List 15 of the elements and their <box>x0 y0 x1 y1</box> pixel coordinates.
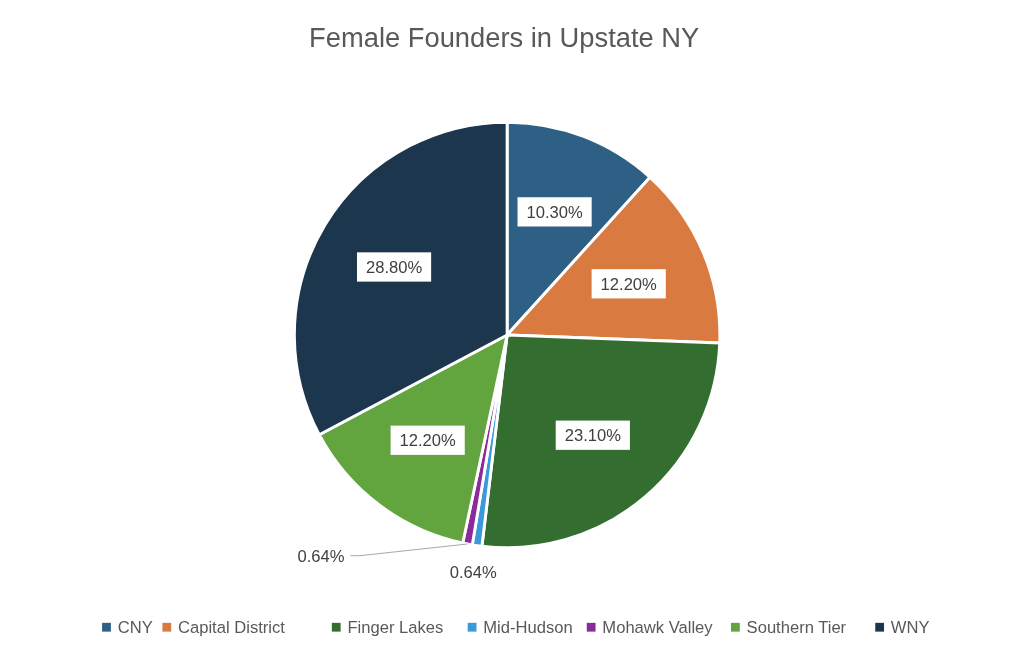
legend-label: CNY <box>117 617 153 637</box>
legend-label: WNY <box>890 617 930 637</box>
legend-label: Finger Lakes <box>347 617 444 637</box>
chart-title: Female Founders in Upstate NY <box>309 22 700 54</box>
data-label: 23.10% <box>564 426 622 446</box>
data-label: 0.64% <box>449 563 497 583</box>
legend-label: Southern Tier <box>746 617 847 637</box>
data-label: 10.30% <box>526 202 583 222</box>
legend-label: Mohawk Valley <box>602 617 714 637</box>
data-label: 28.80% <box>365 257 423 277</box>
data-label: 12.20% <box>600 274 658 294</box>
legend-label: Capital District <box>178 617 286 637</box>
data-label: 12.20% <box>399 431 457 451</box>
legend-label: Mid-Hudson <box>483 617 573 637</box>
data-label: 0.64% <box>297 546 345 566</box>
